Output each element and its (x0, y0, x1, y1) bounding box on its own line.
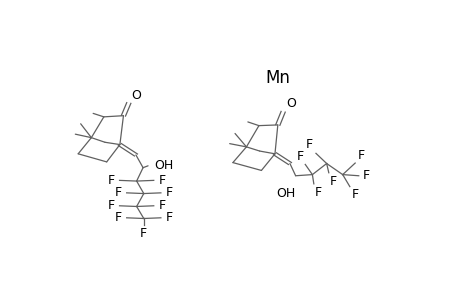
Text: OH: OH (276, 187, 295, 200)
Text: F: F (166, 211, 173, 224)
Text: F: F (357, 149, 364, 162)
Text: O: O (285, 98, 295, 110)
Text: F: F (296, 150, 303, 163)
Text: F: F (158, 199, 166, 212)
Text: F: F (107, 199, 114, 212)
Text: F: F (330, 175, 336, 188)
Text: OH: OH (153, 159, 173, 172)
Text: F: F (158, 174, 166, 187)
Text: F: F (114, 211, 121, 224)
Text: F: F (140, 227, 147, 240)
Text: F: F (166, 186, 173, 199)
Text: F: F (305, 139, 313, 152)
Text: Mn: Mn (265, 69, 290, 87)
Text: F: F (362, 169, 369, 182)
Text: F: F (314, 186, 322, 199)
Text: F: F (107, 174, 114, 187)
Text: F: F (114, 186, 121, 199)
Text: O: O (131, 88, 141, 102)
Text: F: F (351, 188, 358, 201)
